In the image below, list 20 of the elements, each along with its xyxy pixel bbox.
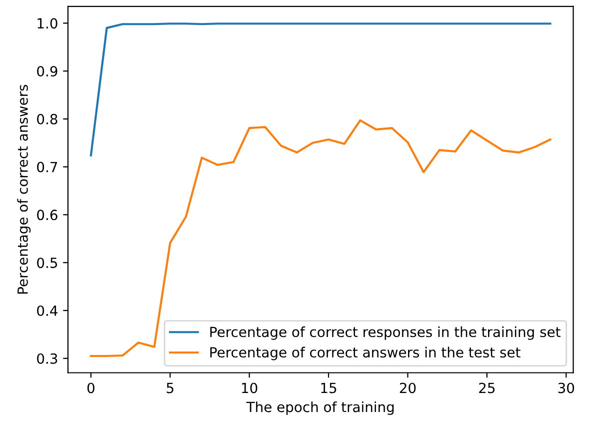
x-tick-label: 15 — [321, 382, 336, 394]
y-tick-label: 0.5 — [37, 258, 58, 268]
y-axis-title: Percentage of correct answers — [17, 84, 31, 294]
x-tick-label: 5 — [166, 382, 174, 394]
y-tick-label: 0.9 — [37, 66, 58, 77]
line-series — [90, 22, 552, 156]
legend-label: Percentage of correct answers in the test set — [210, 346, 520, 360]
y-tick-label: 0.7 — [37, 162, 58, 172]
x-tick-label: 25 — [479, 382, 495, 394]
x-tick-label: 30 — [558, 382, 574, 394]
x-axis-title: The epoch of training — [246, 401, 394, 415]
x-tick-label: 0 — [87, 382, 94, 394]
y-tick-label: 0.3 — [37, 353, 58, 364]
x-tick-label: 10 — [242, 382, 258, 394]
y-tick-label: 0.4 — [37, 305, 58, 316]
y-tick-label: 0.6 — [37, 210, 58, 220]
y-tick-label: 1.0 — [38, 18, 58, 29]
legend-label: Percentage of correct responses in the training set — [210, 326, 560, 340]
x-tick-label: 20 — [400, 382, 416, 394]
y-tick-label: 0.8 — [37, 114, 58, 124]
